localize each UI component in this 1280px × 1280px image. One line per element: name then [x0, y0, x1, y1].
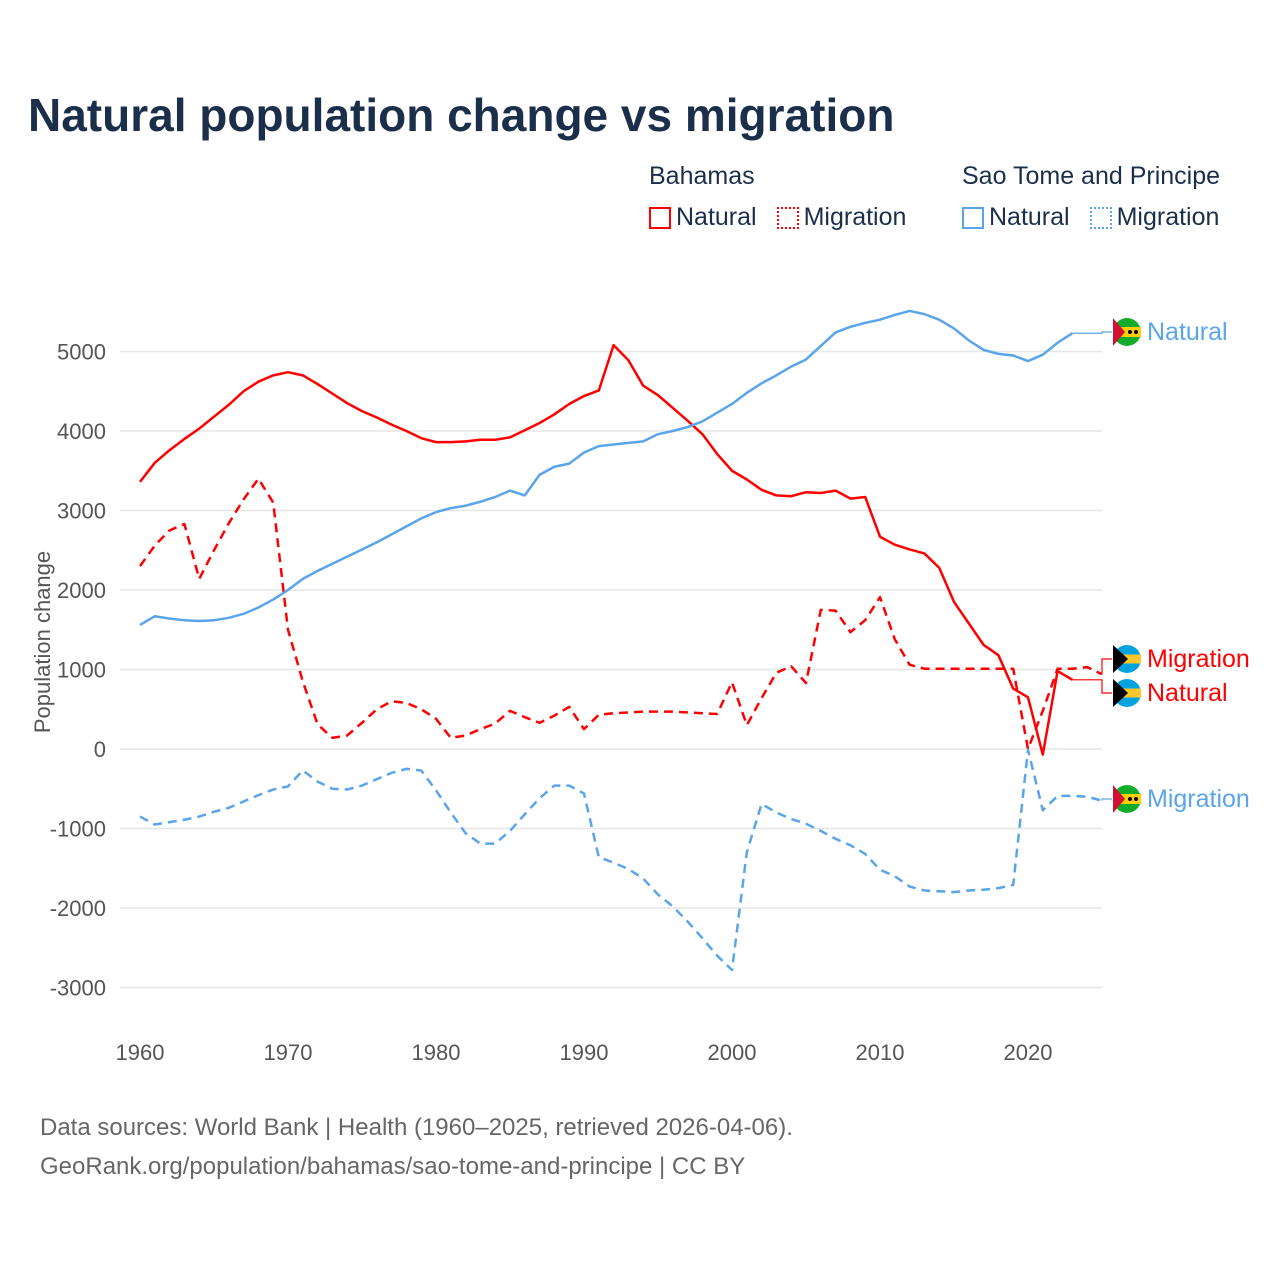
y-tick-label: 2000: [57, 578, 106, 603]
source-note: Data sources: World Bank | Health (1960–…: [40, 1108, 793, 1186]
legend-label: Migration: [803, 203, 907, 231]
x-tick-label: 2000: [708, 1040, 757, 1065]
x-tick-label: 2020: [1004, 1040, 1053, 1065]
y-tick-label: 4000: [57, 419, 106, 444]
x-tick-label: 1980: [412, 1040, 461, 1065]
legend-label: Natural: [676, 203, 757, 231]
dotted-swatch-icon: [776, 206, 799, 229]
flag-stripe: [1113, 794, 1141, 804]
solid-swatch-icon: [649, 206, 671, 229]
source-link[interactable]: GeoRank.org/population/bahamas/sao-tome-…: [40, 1153, 746, 1180]
series-line-bahamas-natural: [139, 343, 1074, 756]
sao-tome-flag-icon: [1113, 785, 1141, 813]
legend-country-label: Bahamas: [649, 162, 755, 190]
legend-item-sao-tome-natural[interactable]: Natural: [962, 203, 1070, 232]
legend-label: Natural: [989, 203, 1070, 231]
end-label: Migration: [1147, 645, 1250, 673]
legend-sao-tome: Sao Tome and Principe Natural Migration: [962, 162, 1220, 232]
source-line: Data sources: World Bank | Health (1960–…: [40, 1114, 793, 1141]
y-tick-label: -2000: [50, 896, 106, 921]
series-line-sao-tome-and-principe-natural: [139, 309, 1074, 627]
y-tick-label: 5000: [57, 340, 106, 365]
y-tick-label: -1000: [50, 817, 106, 842]
legend-item-bahamas-migration[interactable]: Migration: [776, 203, 907, 232]
bahamas-flag-icon: [1113, 679, 1141, 707]
bahamas-flag-icon: [1113, 645, 1141, 673]
x-tick-label: 1990: [560, 1040, 609, 1065]
legend-item-sao-tome-migration[interactable]: Migration: [1089, 203, 1220, 232]
end-label-connector: [1072, 679, 1112, 694]
x-tick-label: 1970: [264, 1040, 313, 1065]
flag-star: [1128, 797, 1132, 801]
solid-swatch-icon: [962, 206, 984, 229]
x-tick-label: 1960: [116, 1040, 165, 1065]
y-tick-label: 1000: [57, 658, 106, 683]
y-tick-label: 0: [94, 737, 106, 762]
flag-star: [1134, 797, 1138, 801]
end-label: Natural: [1147, 679, 1228, 707]
flag-triangle: [1113, 679, 1128, 707]
end-label: Natural: [1147, 318, 1228, 346]
x-tick-label: 2010: [856, 1040, 905, 1065]
y-tick-label: 3000: [57, 499, 106, 524]
dotted-swatch-icon: [1089, 206, 1112, 229]
end-label-connector: [1101, 798, 1112, 801]
flag-stripe: [1113, 327, 1141, 337]
flag-star: [1134, 330, 1138, 334]
end-label-connector: [1101, 658, 1112, 675]
series-line-sao-tome-and-principe-migration: [139, 748, 1103, 972]
end-label: Migration: [1147, 785, 1250, 813]
flag-triangle: [1113, 785, 1125, 813]
legend-bahamas: Bahamas Natural Migration: [649, 162, 906, 232]
y-axis-label: Population change: [30, 551, 55, 733]
legend-country-label: Sao Tome and Principe: [962, 162, 1221, 190]
sao-tome-flag-icon: [1113, 318, 1141, 346]
end-label-connector: [1072, 331, 1112, 334]
y-tick-label: -3000: [50, 976, 106, 1001]
series-line-bahamas-migration: [138, 477, 1103, 751]
flag-triangle: [1113, 318, 1125, 346]
flag-star: [1128, 330, 1132, 334]
legend-label: Migration: [1116, 203, 1220, 231]
flag-triangle: [1113, 645, 1128, 673]
chart-title: Natural population change vs migration: [28, 89, 895, 141]
legend-item-bahamas-natural[interactable]: Natural: [649, 203, 757, 232]
